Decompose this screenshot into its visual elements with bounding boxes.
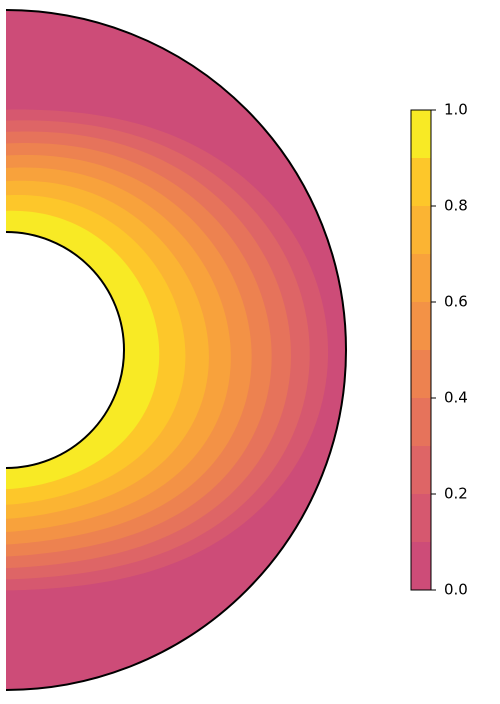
colorbar-tick-label: 0.2 xyxy=(444,485,468,503)
colorbar-segment xyxy=(411,158,431,206)
colorbar-segment xyxy=(411,350,431,398)
colorbar-segment xyxy=(411,494,431,542)
colorbar-segment xyxy=(411,542,431,590)
colorbar-segment xyxy=(411,302,431,350)
colorbar-segment xyxy=(411,254,431,302)
domain-outline xyxy=(5,9,347,691)
colorbar-frame xyxy=(410,109,432,591)
colorbar-tick-label: 0.6 xyxy=(444,293,468,311)
colorbar-segment xyxy=(411,206,431,254)
colorbar-tick-label: 0.4 xyxy=(444,389,468,407)
colorbar-tick-label: 1.0 xyxy=(444,101,468,119)
colorbar-segment xyxy=(411,446,431,494)
contour-field xyxy=(6,10,346,690)
colorbar-segment xyxy=(411,398,431,446)
colorbar-tick-label: 0.8 xyxy=(444,197,468,215)
colorbar-segment xyxy=(411,110,431,158)
colorbar-tick-label: 0.0 xyxy=(444,581,468,599)
